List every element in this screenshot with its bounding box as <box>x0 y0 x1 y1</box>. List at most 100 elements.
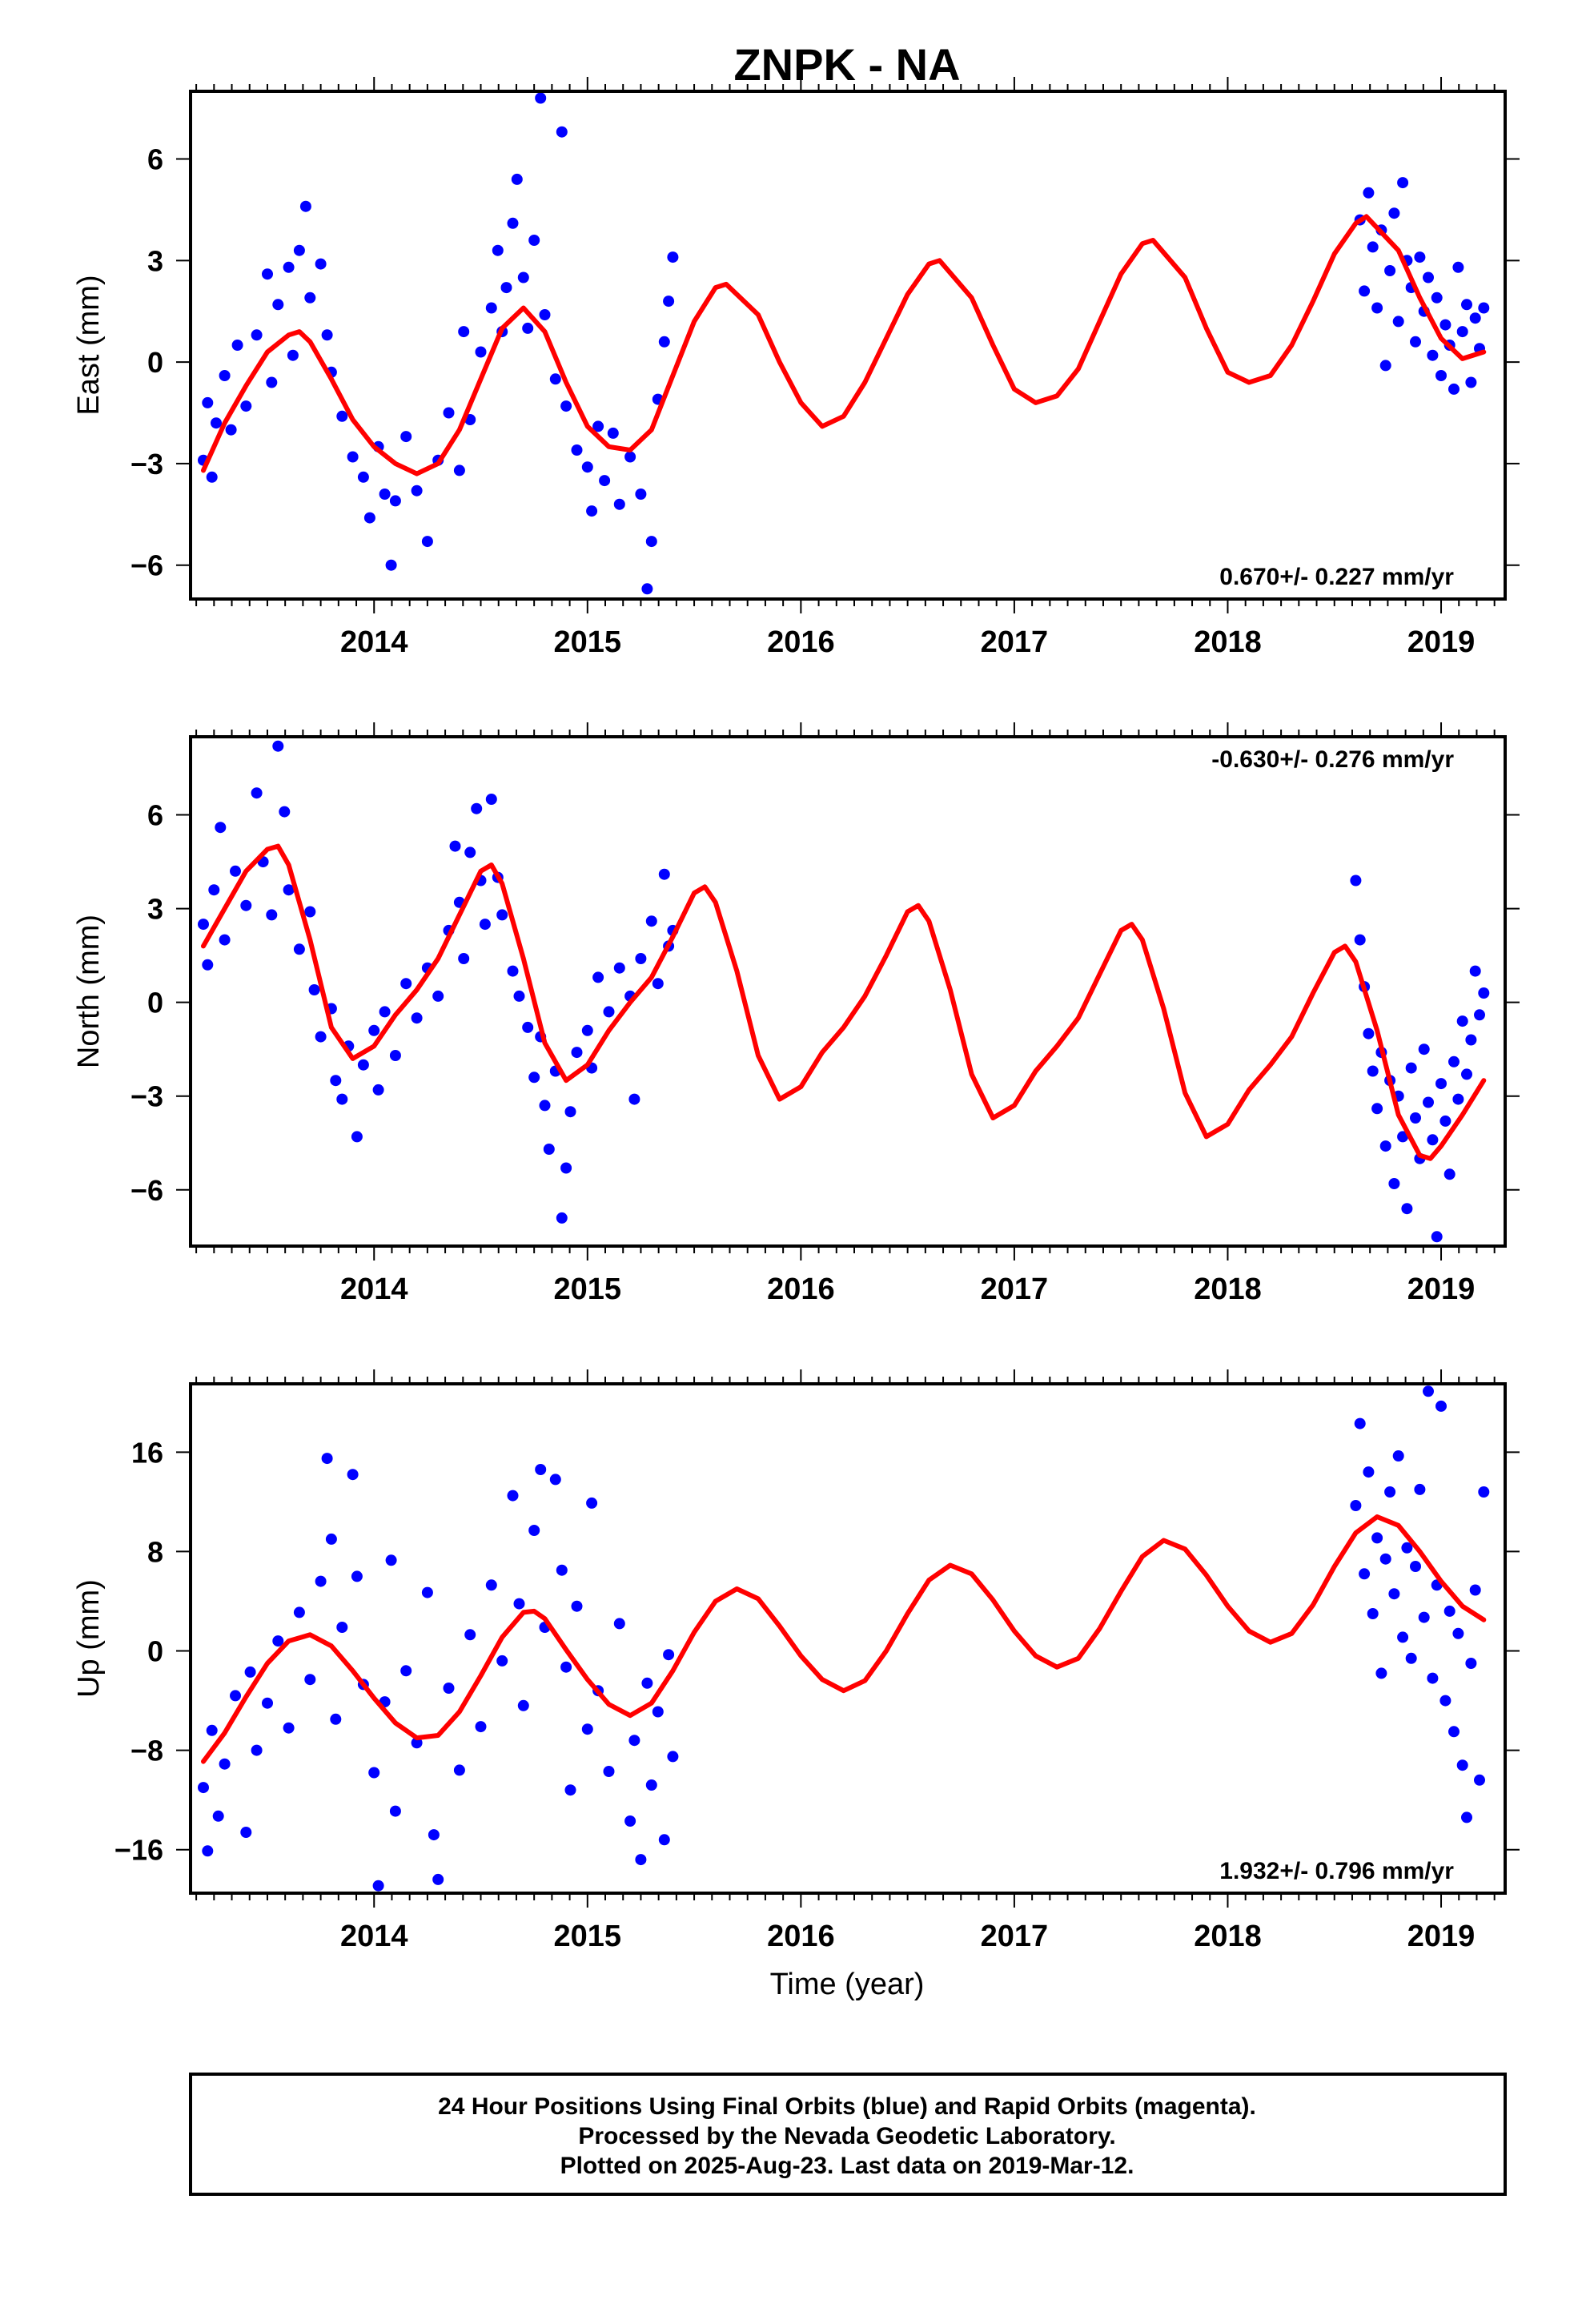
x-tick-label: 2017 <box>981 1273 1049 1306</box>
data-point <box>215 822 227 834</box>
data-point <box>564 1784 576 1796</box>
data-point <box>389 1805 401 1817</box>
data-point <box>1452 261 1464 273</box>
data-point <box>1354 934 1366 946</box>
data-point <box>1478 1486 1490 1498</box>
data-point <box>368 1767 380 1779</box>
data-point <box>635 1854 647 1866</box>
data-point <box>571 1600 583 1612</box>
data-point <box>1427 1672 1439 1684</box>
data-point <box>581 1024 593 1036</box>
data-point <box>641 1677 653 1689</box>
model-curve <box>201 843 1487 1161</box>
data-point <box>283 1722 295 1734</box>
data-point <box>1474 1009 1485 1021</box>
plot-frame <box>189 735 1507 1248</box>
data-point <box>1388 207 1400 219</box>
data-point <box>379 489 391 500</box>
data-point <box>1435 370 1447 381</box>
data-point <box>293 943 305 955</box>
data-point <box>475 346 487 358</box>
y-tick-label: 6 <box>147 799 163 832</box>
data-point <box>1354 1417 1366 1429</box>
data-point <box>603 1766 615 1777</box>
data-point <box>549 1474 561 1486</box>
data-point <box>1410 1561 1421 1572</box>
east-panel: 2014 2015 2016 2017 2018 2019 −6 −3 0 3 6 East (mm)… <box>72 77 1520 659</box>
data-point <box>272 299 284 311</box>
data-point <box>458 953 470 964</box>
data-point <box>556 1212 568 1224</box>
data-point <box>1427 1134 1439 1146</box>
data-point <box>198 1782 209 1794</box>
data-point <box>262 1697 273 1709</box>
data-point <box>564 1106 576 1118</box>
data-point <box>411 1012 423 1024</box>
y-tick-label: −8 <box>130 1735 163 1767</box>
data-point <box>1439 1115 1452 1127</box>
data-point <box>315 1575 327 1587</box>
data-point <box>1452 1093 1464 1105</box>
data-point <box>389 495 401 507</box>
data-point <box>658 336 670 348</box>
data-point <box>645 1779 657 1791</box>
data-point <box>475 1721 487 1733</box>
data-point <box>1465 1034 1477 1046</box>
y-axis-label: East (mm) <box>72 275 106 415</box>
data-point <box>571 444 583 456</box>
x-tick-label: 2019 <box>1407 1920 1476 1953</box>
data-point <box>251 329 263 341</box>
data-point <box>528 1525 540 1536</box>
data-point <box>293 244 305 256</box>
data-point <box>351 1131 363 1143</box>
data-point <box>511 173 523 185</box>
data-point <box>592 971 604 983</box>
x-tick-label: 2015 <box>554 1920 622 1953</box>
data-point <box>230 1690 241 1702</box>
data-point <box>1367 241 1379 253</box>
data-point <box>1465 1658 1477 1669</box>
data-point <box>1392 316 1404 328</box>
plot-frame <box>189 90 1507 601</box>
data-point <box>613 498 625 510</box>
data-point <box>304 292 316 304</box>
x-tick-label: 2017 <box>981 625 1049 659</box>
x-tick-label: 2016 <box>767 625 835 659</box>
data-point <box>304 1674 316 1686</box>
data-point <box>1350 1500 1362 1511</box>
data-point <box>485 794 497 805</box>
data-point <box>266 909 278 921</box>
data-point <box>421 536 433 548</box>
data-point <box>1456 1759 1468 1771</box>
data-point <box>325 1533 337 1545</box>
plot-frame <box>189 1382 1507 1895</box>
data-point <box>513 990 525 1002</box>
data-point <box>613 962 625 974</box>
data-point <box>560 1162 572 1174</box>
data-point <box>658 868 670 880</box>
data-point <box>560 1661 572 1673</box>
y-tick-label: −3 <box>130 448 163 480</box>
data-point <box>586 505 598 517</box>
data-point <box>528 235 540 246</box>
footer-box <box>189 2073 1507 2196</box>
data-point <box>231 340 243 351</box>
data-point <box>624 1815 636 1827</box>
data-point <box>1452 1627 1464 1639</box>
data-point <box>1435 1400 1447 1412</box>
data-point <box>428 1829 440 1841</box>
data-point <box>667 1751 679 1763</box>
data-point <box>496 909 508 921</box>
velocity-annotation: 0.670+/- 0.227 mm/yr <box>1219 564 1454 590</box>
data-point <box>1443 1605 1456 1617</box>
y-tick-label: 3 <box>147 244 163 277</box>
data-point <box>330 1075 342 1087</box>
data-point <box>624 451 636 463</box>
data-point <box>556 1564 568 1576</box>
data-point <box>1469 965 1481 977</box>
data-point <box>645 536 657 548</box>
data-point <box>336 410 348 422</box>
data-point <box>507 217 519 229</box>
data-point <box>1448 1726 1460 1738</box>
x-tick-label: 2014 <box>340 1273 408 1306</box>
